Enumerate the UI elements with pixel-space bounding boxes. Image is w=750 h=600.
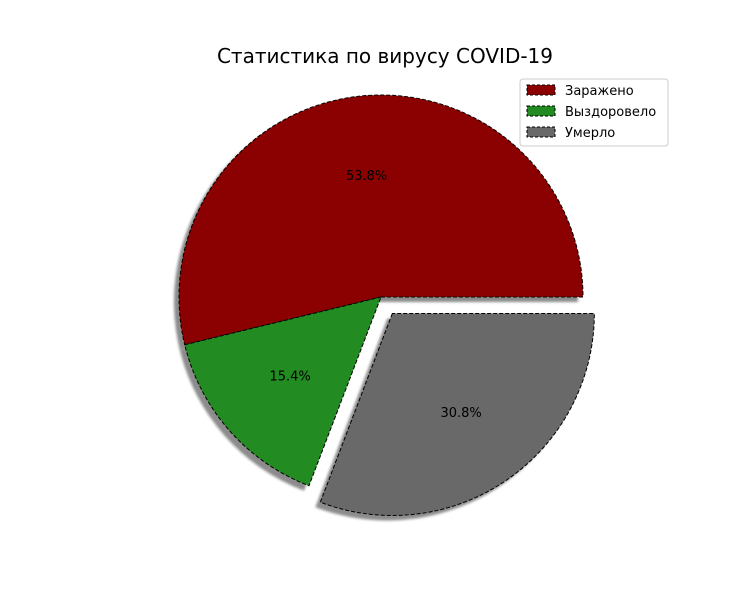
pie-slices xyxy=(178,94,595,516)
legend-label-infected: Заражено xyxy=(565,84,634,99)
slice-labels: 53.8% 15.4% 30.8% xyxy=(269,169,481,421)
legend-label-recovered: Выздоровело xyxy=(565,105,656,120)
chart-title: Статистика по вирусу COVID-19 xyxy=(217,44,553,68)
pie-slice-recovered xyxy=(184,296,382,487)
legend-label-died: Умерло xyxy=(565,126,615,141)
legend: Заражено Выздоровело Умерло xyxy=(519,78,669,147)
legend-frame xyxy=(519,78,669,147)
pie-slice-infected xyxy=(178,94,584,346)
legend-swatch-recovered xyxy=(526,105,556,117)
pie-label-infected: 53.8% xyxy=(346,169,387,184)
legend-swatch-infected xyxy=(526,84,556,96)
pie-label-recovered: 15.4% xyxy=(269,370,310,385)
pie-label-died: 30.8% xyxy=(440,406,481,421)
legend-swatch-died xyxy=(526,126,556,138)
pie-slice-died xyxy=(319,312,595,516)
